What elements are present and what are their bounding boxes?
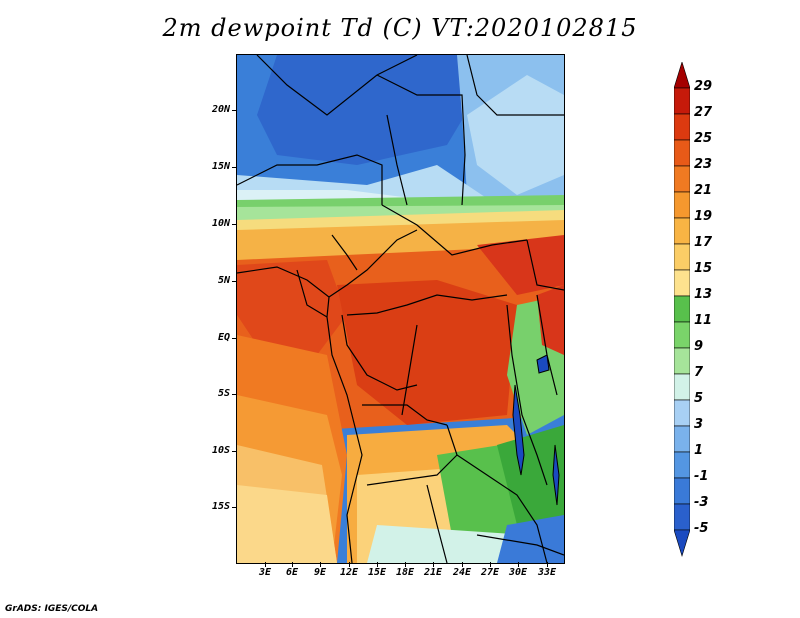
lat-tick — [232, 167, 237, 168]
lon-label: 15E — [367, 567, 387, 578]
lon-tick — [292, 562, 293, 567]
lon-label: 9E — [313, 567, 327, 578]
lat-label: 10S — [211, 445, 230, 456]
colorbar-label: 11 — [694, 313, 713, 328]
colorbar-label: 13 — [694, 287, 713, 302]
lon-tick — [377, 562, 378, 567]
colorbar-label: -3 — [694, 495, 709, 510]
lon-tick — [265, 562, 266, 567]
colorbar-label: 7 — [694, 365, 704, 380]
lat-tick — [232, 451, 237, 452]
dewpoint-field-map — [237, 55, 564, 563]
map-panel — [236, 54, 565, 564]
colorbar-swatch — [674, 295, 690, 323]
lon-label: 18E — [395, 567, 415, 578]
colorbar-swatch — [674, 243, 690, 271]
lat-tick — [232, 110, 237, 111]
lat-label: 10N — [211, 218, 230, 229]
colorbar-swatch — [674, 503, 690, 531]
lat-label: 15N — [211, 161, 230, 172]
lat-label: 5N — [217, 275, 230, 286]
colorbar-swatch — [674, 477, 690, 505]
colorbar-swatch — [674, 269, 690, 297]
lon-label: 33E — [537, 567, 557, 578]
lon-tick — [433, 562, 434, 567]
colorbar-label: -1 — [694, 469, 709, 484]
lat-label: 20N — [211, 104, 230, 115]
colorbar-swatch — [674, 217, 690, 245]
lon-tick — [462, 562, 463, 567]
footer-credit: GrADS: IGES/COLA — [5, 604, 99, 614]
colorbar — [674, 62, 690, 558]
lon-label: 21E — [423, 567, 443, 578]
colorbar-swatch — [674, 451, 690, 479]
lat-tick — [232, 338, 237, 339]
colorbar-swatch — [674, 87, 690, 115]
lat-label: EQ — [217, 332, 230, 343]
lat-tick — [232, 281, 237, 282]
lat-tick — [232, 394, 237, 395]
lat-tick — [232, 224, 237, 225]
lat-label: 15S — [211, 501, 230, 512]
colorbar-swatch — [674, 191, 690, 219]
colorbar-label: 17 — [694, 235, 713, 250]
colorbar-swatch — [674, 373, 690, 401]
lat-tick — [232, 507, 237, 508]
lon-label: 6E — [285, 567, 299, 578]
lon-label: 3E — [258, 567, 272, 578]
colorbar-label: -5 — [694, 521, 709, 536]
lon-tick — [320, 562, 321, 567]
colorbar-swatch — [674, 139, 690, 167]
colorbar-swatch — [674, 321, 690, 349]
map-title: 2m dewpoint Td (C) VT:2020102815 — [162, 14, 638, 42]
colorbar-label: 29 — [694, 79, 713, 94]
lon-tick — [405, 562, 406, 567]
lat-label: 5S — [217, 388, 230, 399]
lon-label: 12E — [339, 567, 359, 578]
lon-tick — [349, 562, 350, 567]
colorbar-swatch — [674, 347, 690, 375]
colorbar-swatch — [674, 165, 690, 193]
colorbar-swatch — [674, 113, 690, 141]
colorbar-label: 1 — [694, 443, 704, 458]
colorbar-label: 21 — [694, 183, 713, 198]
colorbar-label: 15 — [694, 261, 713, 276]
lon-label: 30E — [508, 567, 528, 578]
lon-tick — [518, 562, 519, 567]
colorbar-label: 23 — [694, 157, 713, 172]
colorbar-label: 25 — [694, 131, 713, 146]
lon-tick — [547, 562, 548, 567]
colorbar-swatch — [674, 529, 690, 558]
colorbar-label: 5 — [694, 391, 704, 406]
lon-label: 27E — [480, 567, 500, 578]
colorbar-label: 3 — [694, 417, 704, 432]
lon-tick — [490, 562, 491, 567]
colorbar-label: 19 — [694, 209, 713, 224]
colorbar-swatch — [674, 425, 690, 453]
colorbar-swatch — [674, 62, 690, 89]
colorbar-label: 9 — [694, 339, 704, 354]
colorbar-swatch — [674, 399, 690, 427]
lon-label: 24E — [452, 567, 472, 578]
colorbar-label: 27 — [694, 105, 713, 120]
